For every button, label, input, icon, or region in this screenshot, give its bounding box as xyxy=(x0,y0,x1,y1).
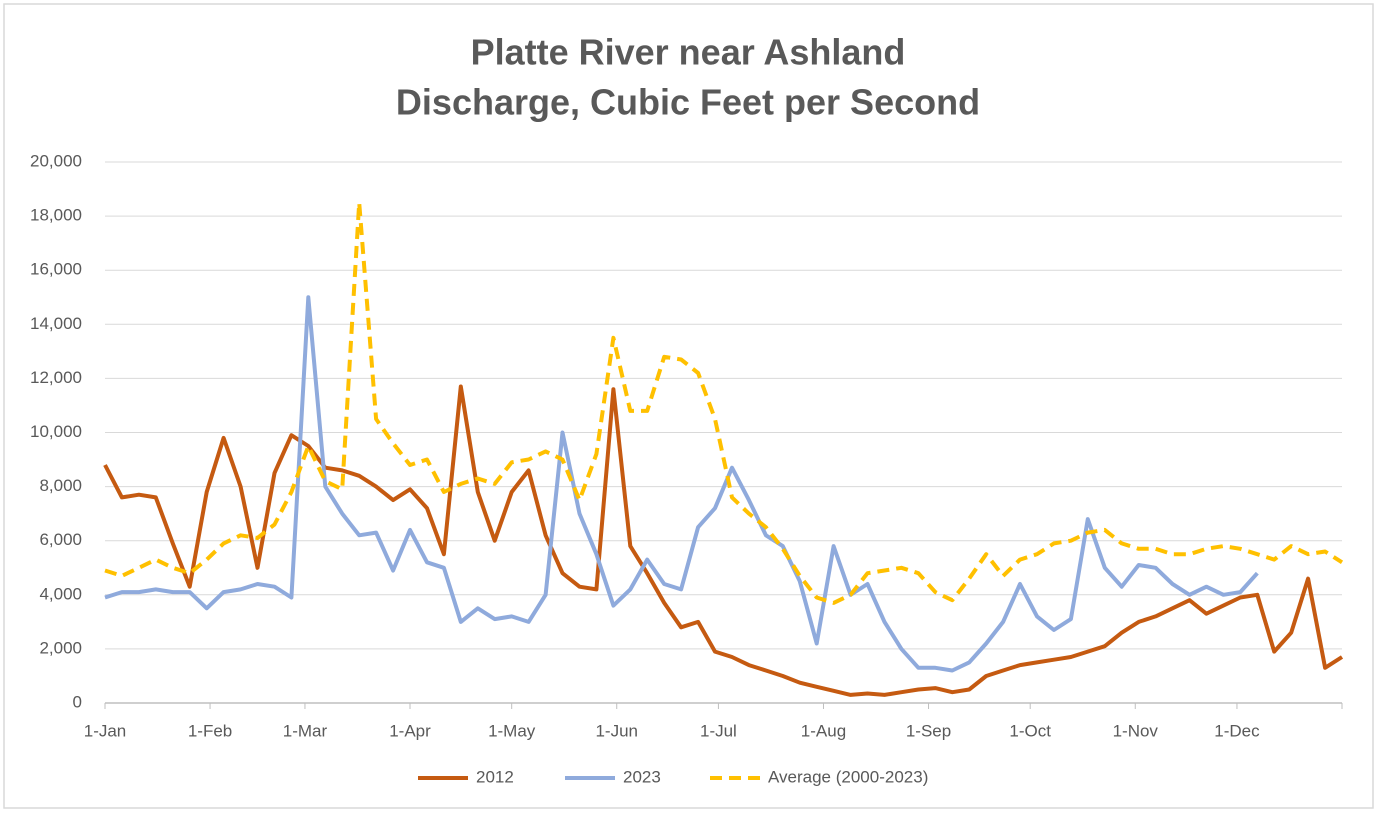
x-tick-label: 1-Nov xyxy=(1113,721,1159,740)
x-tick-label: 1-May xyxy=(488,721,536,740)
y-tick-label: 4,000 xyxy=(39,584,82,603)
x-tick-label: 1-Mar xyxy=(283,721,328,740)
y-tick-label: 20,000 xyxy=(30,151,82,170)
y-tick-label: 18,000 xyxy=(30,206,82,225)
x-tick-label: 1-Jul xyxy=(700,721,737,740)
y-tick-label: 10,000 xyxy=(30,422,82,441)
x-tick-label: 1-Sep xyxy=(906,721,951,740)
y-tick-label: 2,000 xyxy=(39,638,82,657)
y-tick-label: 6,000 xyxy=(39,530,82,549)
x-tick-label: 1-Apr xyxy=(389,721,431,740)
chart-title: Platte River near Ashland xyxy=(471,32,906,73)
chart-border xyxy=(3,3,1374,809)
chart-subtitle: Discharge, Cubic Feet per Second xyxy=(396,82,980,123)
x-tick-label: 1-Jun xyxy=(595,721,638,740)
x-tick-label: 1-Dec xyxy=(1214,721,1260,740)
series-line xyxy=(104,200,1344,605)
legend-label: Average (2000-2023) xyxy=(768,767,928,786)
y-tick-label: 8,000 xyxy=(39,476,82,495)
legend-label: 2012 xyxy=(476,767,514,786)
x-tick-label: 1-Feb xyxy=(188,721,232,740)
y-tick-label: 12,000 xyxy=(30,368,82,387)
series-line xyxy=(103,384,1344,697)
y-tick-label: 16,000 xyxy=(30,260,82,279)
y-tick-label: 14,000 xyxy=(30,314,82,333)
x-tick-label: 1-Oct xyxy=(1009,721,1051,740)
legend-label: 2023 xyxy=(623,767,661,786)
x-tick-label: 1-Jan xyxy=(84,721,127,740)
x-tick-label: 1-Aug xyxy=(801,721,846,740)
series-line xyxy=(104,295,1259,673)
y-tick-label: 0 xyxy=(73,692,82,711)
